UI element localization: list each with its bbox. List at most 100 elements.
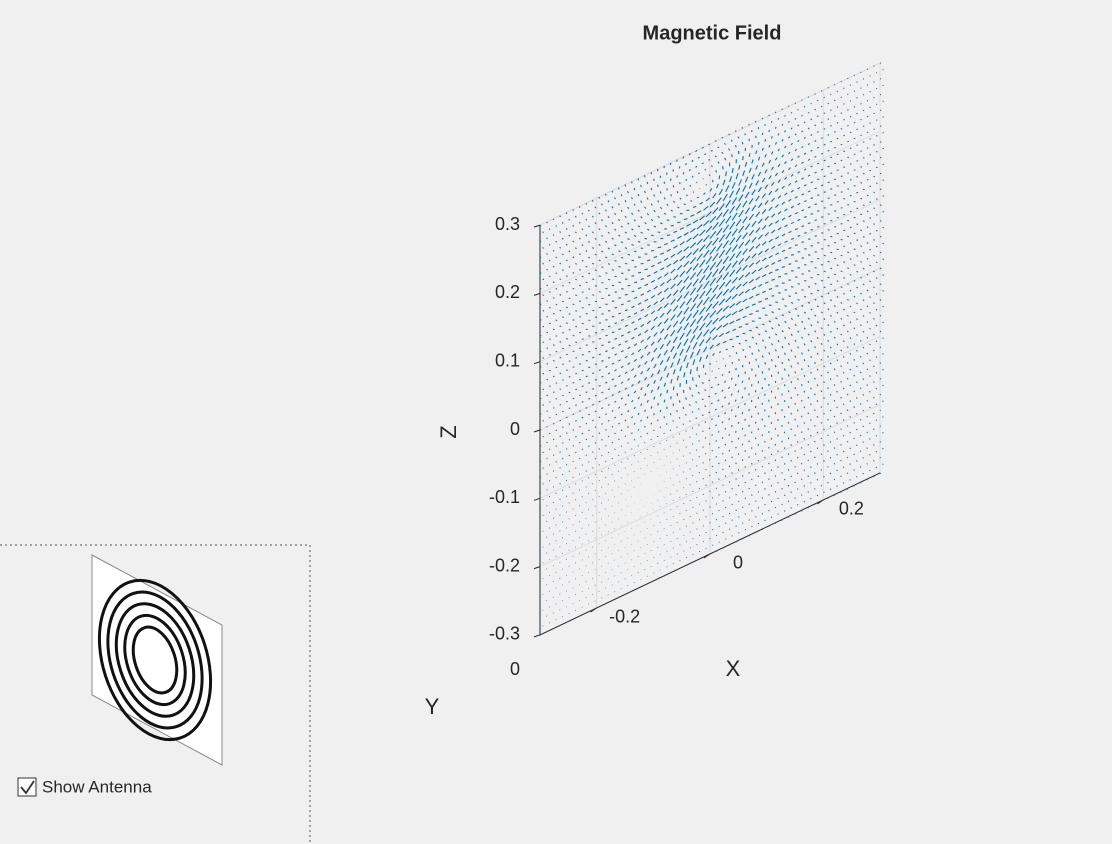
field-vector bbox=[742, 185, 747, 192]
field-vector bbox=[568, 266, 571, 268]
field-vector bbox=[751, 286, 757, 291]
field-vector bbox=[604, 209, 607, 212]
field-vector bbox=[814, 361, 816, 364]
field-vector bbox=[866, 289, 869, 292]
z-tick bbox=[533, 497, 541, 501]
field-vector bbox=[820, 311, 823, 314]
field-vector bbox=[879, 251, 882, 254]
field-vector bbox=[631, 181, 633, 184]
field-vector bbox=[696, 224, 703, 230]
field-vector bbox=[751, 269, 757, 275]
field-vector bbox=[725, 199, 732, 208]
field-vector bbox=[829, 330, 832, 333]
field-vector bbox=[807, 96, 810, 98]
field-vector bbox=[592, 435, 594, 438]
field-vector bbox=[672, 274, 679, 281]
field-vector bbox=[816, 384, 819, 387]
field-vector bbox=[579, 284, 582, 287]
field-vector bbox=[732, 328, 737, 332]
field-vector bbox=[869, 280, 872, 283]
field-vector bbox=[703, 280, 710, 290]
field-vector bbox=[620, 429, 623, 432]
field-vector bbox=[803, 121, 806, 124]
field-vector bbox=[627, 191, 629, 194]
field-vector bbox=[873, 270, 875, 273]
field-vector bbox=[711, 434, 714, 436]
field-vector bbox=[846, 377, 849, 380]
field-vector bbox=[703, 192, 706, 195]
field-vector bbox=[814, 171, 817, 174]
field-vector bbox=[631, 432, 633, 434]
field-vector bbox=[790, 127, 793, 130]
field-vector bbox=[722, 224, 730, 233]
field-vector bbox=[683, 306, 690, 315]
field-vector bbox=[568, 250, 571, 253]
field-vector bbox=[827, 260, 830, 263]
field-vector bbox=[637, 333, 642, 337]
field-vector bbox=[588, 288, 591, 290]
field-vector bbox=[683, 260, 690, 268]
field-vector bbox=[650, 310, 656, 315]
field-vector bbox=[692, 359, 696, 366]
field-vector bbox=[683, 291, 690, 299]
checkbox-label[interactable]: Show Antenna bbox=[42, 777, 152, 796]
field-vector bbox=[729, 221, 736, 230]
field-vector bbox=[761, 355, 764, 358]
field-vector bbox=[866, 336, 869, 339]
field-vector bbox=[627, 426, 629, 428]
field-vector bbox=[548, 259, 551, 262]
field-vector bbox=[794, 102, 797, 104]
show-antenna-checkbox[interactable]: Show Antenna bbox=[17, 777, 152, 797]
field-vector bbox=[803, 343, 806, 346]
field-vector bbox=[686, 297, 693, 306]
field-vector bbox=[797, 108, 799, 111]
field-vector bbox=[879, 441, 882, 443]
field-vector bbox=[686, 251, 692, 259]
field-vector bbox=[716, 227, 723, 236]
field-vector bbox=[742, 298, 748, 303]
field-vector bbox=[722, 240, 730, 249]
field-vector bbox=[588, 256, 591, 259]
field-vector bbox=[705, 336, 712, 344]
field-vector bbox=[644, 268, 648, 271]
checkbox-box[interactable] bbox=[17, 777, 37, 797]
field-vector bbox=[548, 243, 551, 246]
field-vector bbox=[572, 287, 575, 290]
field-vector bbox=[729, 338, 733, 341]
field-vector bbox=[738, 274, 745, 281]
field-vector bbox=[742, 156, 744, 161]
field-vector bbox=[849, 368, 852, 371]
field-vector bbox=[607, 435, 610, 438]
field-vector bbox=[646, 383, 650, 388]
field-vector bbox=[686, 266, 693, 274]
field-vector bbox=[781, 201, 786, 205]
field-vector bbox=[546, 253, 548, 255]
field-vector bbox=[816, 115, 819, 118]
field-vector bbox=[814, 267, 817, 269]
field-vector bbox=[618, 265, 621, 268]
field-vector bbox=[692, 341, 698, 350]
field-vector bbox=[682, 156, 685, 159]
field-vector bbox=[847, 283, 849, 285]
field-vector bbox=[588, 397, 591, 400]
field-vector bbox=[588, 413, 590, 416]
field-vector bbox=[801, 99, 803, 101]
field-vector bbox=[866, 447, 868, 449]
field-vector bbox=[689, 351, 694, 359]
field-vector bbox=[817, 194, 820, 196]
field-vector bbox=[840, 333, 843, 336]
field-vector bbox=[673, 230, 678, 233]
field-vector bbox=[777, 339, 780, 343]
field-vector bbox=[729, 269, 736, 277]
field-vector bbox=[761, 257, 767, 262]
field-vector bbox=[650, 279, 655, 283]
field-vector bbox=[714, 408, 717, 411]
field-vector bbox=[724, 443, 727, 446]
field-vector bbox=[561, 253, 564, 256]
field-vector bbox=[849, 273, 852, 276]
field-vector bbox=[816, 162, 820, 165]
field-vector bbox=[624, 324, 628, 327]
field-vector bbox=[879, 235, 882, 238]
field-vector bbox=[664, 242, 668, 246]
field-vector bbox=[725, 262, 732, 271]
